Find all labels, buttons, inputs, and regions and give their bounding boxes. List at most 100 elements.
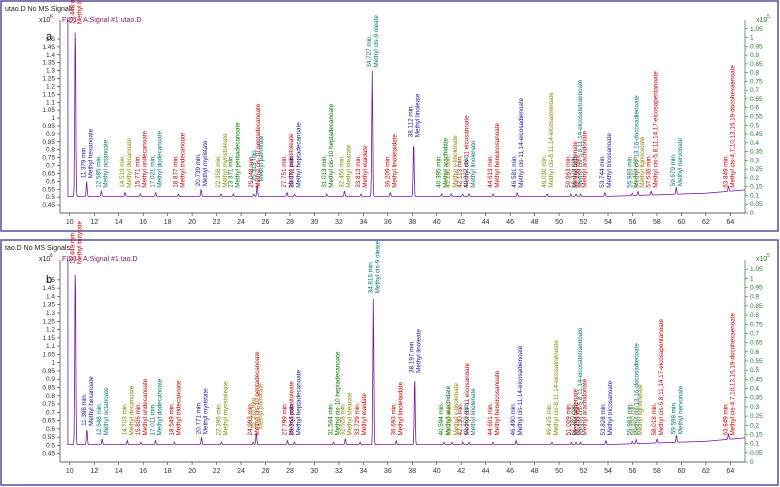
x-tick-label: 42 <box>457 219 465 226</box>
x-tick-label: 64 <box>726 219 734 226</box>
x-tick-label: 28 <box>286 219 294 226</box>
peak-retention-time: 25.250 min. <box>250 396 257 429</box>
peak-retention-time: 23.371 min. <box>227 155 234 188</box>
peak-label: 32.456 min.Methyl stearate <box>339 144 353 188</box>
x-tick-label: 54 <box>604 468 612 475</box>
peak-label: 22.358 min.Methyl myristoleate <box>215 133 229 188</box>
y2-tick-label: 0.1 <box>750 441 759 448</box>
signal-trace <box>67 32 746 197</box>
panel-b-y-multiplier: x10 <box>39 256 50 263</box>
x-tick-label: 14 <box>115 219 123 226</box>
y-tick-label: 0.9 <box>46 376 55 383</box>
peak-label: 46.581 min.Methyl cis-11,14-eicosadienoa… <box>511 97 525 187</box>
panel-a-y-exponent: 6 <box>50 14 53 20</box>
peak-label: 51.755 min.Methyl arachidonate <box>575 378 589 435</box>
peak-retention-time: 10.448 min. <box>69 0 76 24</box>
y-tick-label: 1.25 <box>42 318 55 325</box>
y-tick-label: 1 <box>51 360 55 367</box>
peak-compound-name: Methyl stearate <box>346 144 353 188</box>
y-tick-label: 1.15 <box>42 335 55 342</box>
y-tick-label: 0.85 <box>42 384 55 391</box>
y2-tick-label: 0.9 <box>750 52 759 59</box>
peak-retention-time: 10.449 min. <box>69 231 76 264</box>
peak-retention-time: 27.751 min. <box>281 155 288 188</box>
peak-retention-time: 59.579 min. <box>670 153 677 186</box>
peak-compound-name: Methyl lignocerate <box>637 384 644 436</box>
peak-retention-time: 58.018 min. <box>651 402 658 435</box>
y2-tick-label: 0.15 <box>750 184 763 191</box>
y2-tick-label: 1 <box>750 275 754 282</box>
y-tick-label: 0.45 <box>42 451 55 458</box>
peak-compound-name: Methyl palmitoleate <box>288 133 295 188</box>
peak-retention-time: 40.395 min. <box>436 155 443 188</box>
x-tick-label: 64 <box>726 468 734 475</box>
peak-compound-name: Methyl pentadecanoate <box>234 122 241 188</box>
panel-a-x-axis: 10 12 14 16 18 20 22 24 26 28 30 32 34 36 38 40 42 44 46 48… <box>66 213 734 226</box>
peak-label: 24.993 min.Methyl cis-10 pentadecanoate <box>247 351 261 436</box>
peak-compound-name: Methyl cis-4,7,10,13,16,19-docohexaenoat… <box>730 65 737 188</box>
peak-compound-name: Methyl tridecanoate <box>175 380 182 435</box>
panel-a-letter: a <box>46 31 53 43</box>
peak-compound-name: Methyl linolenate <box>470 140 477 188</box>
x-tick-label: 18 <box>164 219 172 226</box>
y-tick-label: 1.25 <box>42 76 55 83</box>
y-tick-label: 0.75 <box>42 401 55 408</box>
peak-compound-name: Methyl dodecanoate <box>157 130 164 187</box>
x-tick-label: 44 <box>482 468 490 475</box>
panel-a-window-title: utao.D No MS Signals <box>5 6 74 13</box>
y-tick-label: 1.15 <box>42 91 55 98</box>
y2-tick-label: 0 <box>750 459 754 466</box>
y2-tick-label: 0.3 <box>750 157 759 164</box>
x-tick-label: 10 <box>66 219 74 226</box>
peak-label: 11.379 min.Methyl hexanoate <box>81 128 95 178</box>
peak-label: 59.598 min.Methyl nervonate <box>671 385 685 434</box>
peak-retention-time: 38.197 min. <box>409 340 416 373</box>
peak-retention-time: 36.693 min. <box>390 402 397 435</box>
peak-label: 12.648 min.Methyl octanoate <box>96 387 110 435</box>
peak-retention-time: 31.564 min. <box>328 402 335 435</box>
peak-label: 15.771 min.Methyl undecanoate <box>134 130 148 187</box>
peak-retention-time: 32.456 min. <box>339 155 346 188</box>
peak-retention-time: 63.849 min. <box>723 155 730 188</box>
peak-retention-time: 14.703 min. <box>121 402 128 435</box>
peak-label: 33.729 min.Methyl elaidate <box>354 393 368 436</box>
y2-tick-label: 0.1 <box>750 192 759 199</box>
peak-label: 56.450 min.Methyl lignocerate <box>632 136 646 188</box>
x-tick-label: 36 <box>384 468 392 475</box>
x-tick-label: 34 <box>359 219 367 226</box>
peak-retention-time: 51.755 min. <box>575 155 582 188</box>
peak-compound-name: Methyl lignocerate <box>639 136 646 188</box>
peak-compound-name: Methyl octanoate <box>103 387 110 435</box>
peak-compound-name: Methyl palmitoleate <box>289 381 296 436</box>
peak-retention-time: 55.983 min. <box>626 155 633 188</box>
peak-compound-name: Methyl hexanoate <box>88 376 95 426</box>
peak-retention-time: 14.519 min. <box>119 155 126 188</box>
peak-label: 42.113 min.Methyl cis-11 eicosanoate <box>457 115 471 188</box>
peak-compound-name: Methyl cis-9 oleate <box>374 240 381 293</box>
peak-compound-name: Methyl arachidonate <box>582 378 589 435</box>
y2-tick-label: 0.4 <box>750 140 759 147</box>
y2-tick-label: 0.2 <box>750 422 759 429</box>
peak-label: 14.519 min.Methyl decanoate <box>119 137 133 187</box>
peak-retention-time: 20.739 min. <box>195 153 202 186</box>
y-tick-label: 1 <box>51 115 55 122</box>
y-tick-label: 0.75 <box>42 155 55 162</box>
y-tick-label: 0.55 <box>42 434 55 441</box>
peak-label: 25.048 min.Methyl cis-10 pentadecanoate <box>248 103 262 188</box>
peak-label: 40.594 min.Methyl arachidate <box>438 385 452 435</box>
x-tick-label: 20 <box>188 219 196 226</box>
x-tick-label: 52 <box>580 468 588 475</box>
panel-a-y2-exponent: 5 <box>767 14 770 20</box>
peak-compound-name: Methyl decanoate <box>126 137 133 187</box>
x-tick-label: 60 <box>677 219 685 226</box>
x-tick-label: 24 <box>237 219 245 226</box>
peak-retention-time: 41.250 min. <box>446 402 453 435</box>
peak-retention-time: 34.727 min. <box>366 34 373 67</box>
y2-tick-label: 1.05 <box>750 266 763 273</box>
peak-compound-name: Methyl linolelaidate <box>397 381 404 435</box>
peak-retention-time: 51.380 min. <box>570 402 577 435</box>
peak-compound-name: Methyl myristate <box>203 388 210 434</box>
panel-a-signal-label: FID1 - A:Signal #1 utao.D <box>62 17 141 24</box>
peak-retention-time: 11.398 min. <box>81 393 88 426</box>
peak-compound-name: Methyl tricosanoate <box>606 133 613 188</box>
